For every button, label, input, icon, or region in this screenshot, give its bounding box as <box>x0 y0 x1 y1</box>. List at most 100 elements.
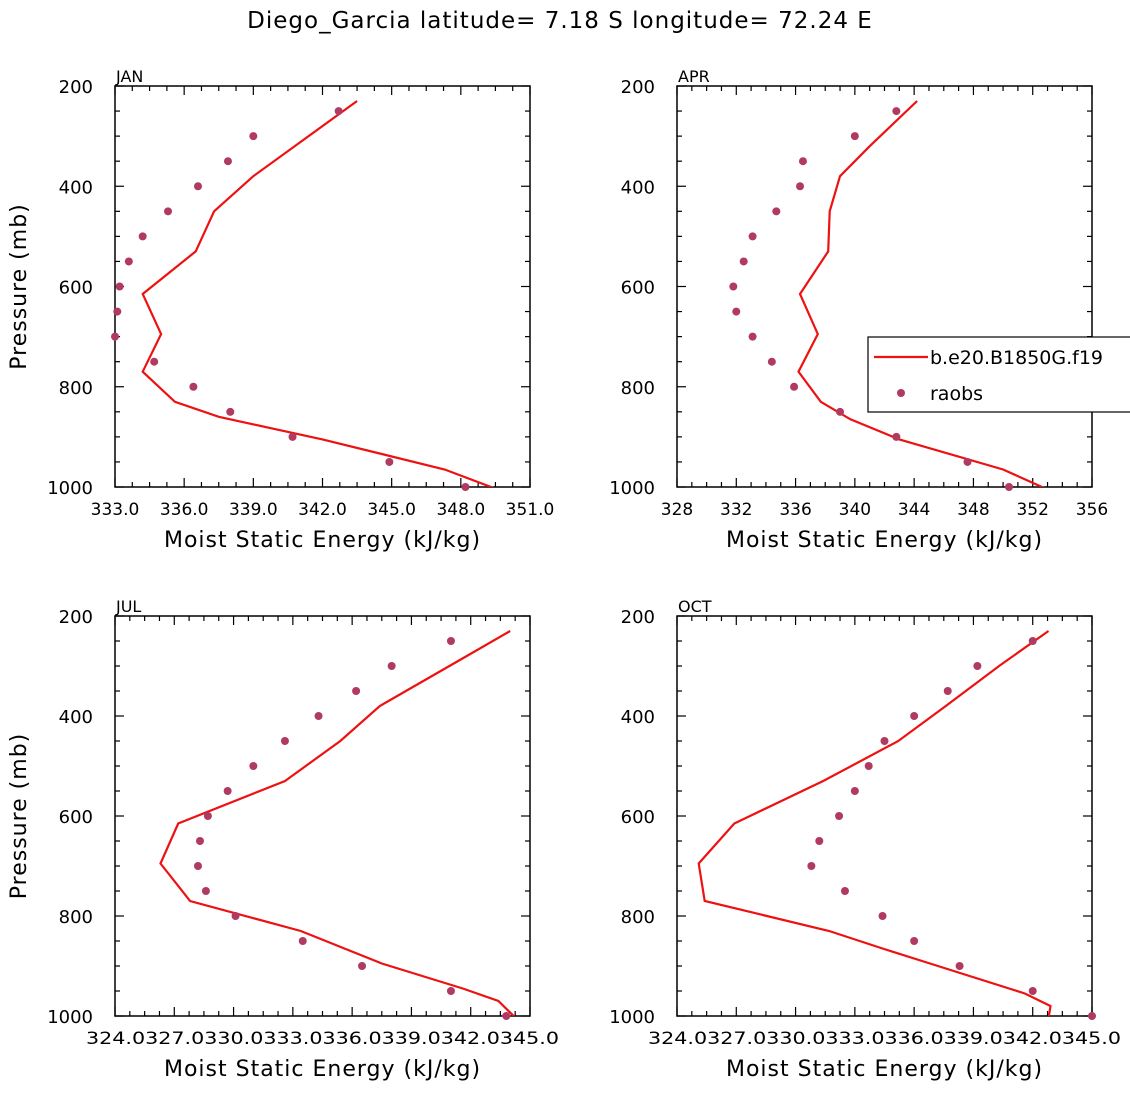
y-tick-label: 200 <box>59 607 93 628</box>
y-tick-label: 400 <box>621 177 655 198</box>
raobs-point <box>249 132 258 141</box>
raobs-point <box>461 483 470 491</box>
raobs-point <box>203 812 212 820</box>
series-group <box>159 630 516 1016</box>
raobs-point <box>910 937 919 945</box>
legend-model-label: b.e20.B1850G.f19 <box>930 347 1103 369</box>
raobs-point <box>798 157 807 166</box>
plot-frame <box>676 85 1093 488</box>
raobs-point <box>280 737 289 745</box>
raobs-point <box>201 887 210 895</box>
x-tick-label: 356 <box>1076 500 1108 520</box>
raobs-point <box>226 407 235 416</box>
x-axis-title: Moist Static Energy (kJ/kg) <box>726 1057 1043 1082</box>
x-tick-label: 348.0 <box>436 500 485 520</box>
raobs-point <box>314 712 323 720</box>
y-tick-label: 1000 <box>609 1007 655 1028</box>
raobs-point <box>1088 1012 1096 1020</box>
x-tick-label: 345.0 <box>367 500 416 520</box>
raobs-point <box>910 712 919 720</box>
y-tick-label: 1000 <box>47 478 93 499</box>
raobs-point <box>446 637 455 645</box>
raobs-point <box>748 232 757 241</box>
raobs-point <box>387 662 396 670</box>
panel-label: APR <box>678 67 710 86</box>
y-tick-label: 600 <box>621 807 655 828</box>
y-tick-label: 800 <box>621 907 655 928</box>
y-tick-label: 1000 <box>609 478 655 499</box>
panel-label: JUL <box>115 597 141 616</box>
raobs-point <box>973 662 982 670</box>
x-tick-label: 339.0 <box>229 500 278 520</box>
model-profile-line <box>797 100 1045 487</box>
x-tick-labels: 324.0327.0330.0333.0336.0339.0342.0345.0 <box>648 1029 1121 1049</box>
y-tick-label: 400 <box>59 177 93 198</box>
y-axis-title: Pressure (mb) <box>7 203 32 370</box>
legend-box <box>867 336 1130 413</box>
plot-frame <box>114 85 531 488</box>
raobs-point <box>850 787 859 795</box>
raobs-point <box>164 207 173 216</box>
raobs-point <box>840 887 849 895</box>
raobs-point <box>807 862 816 870</box>
x-tick-label: 351.0 <box>506 500 555 520</box>
raobs-point <box>111 332 119 341</box>
raobs-point <box>231 912 240 920</box>
raobs-point <box>732 307 741 316</box>
x-tick-label: 340 <box>839 500 871 520</box>
series-group <box>697 630 1052 1016</box>
raobs-point <box>729 282 738 291</box>
x-tick-label: 348 <box>957 500 989 520</box>
raobs-point <box>963 457 972 466</box>
raobs-point <box>194 182 202 191</box>
raobs-point <box>748 332 757 341</box>
raobs-point <box>189 382 198 391</box>
legend: b.e20.B1850G.f19 raobs <box>867 336 1130 413</box>
x-axis-title: Moist Static Energy (kJ/kg) <box>726 528 1043 553</box>
raobs-point <box>836 407 845 416</box>
legend-obs-label: raobs <box>930 383 983 405</box>
raobs-point <box>1028 987 1037 995</box>
raobs-point <box>446 987 455 995</box>
x-tick-label: 336.0 <box>160 500 209 520</box>
panel-jul: 200 400 600 800 1000324.0327.0330.0333.0336.… <box>7 597 559 1082</box>
x-tick-label: 333.0 <box>91 500 140 520</box>
raobs-point <box>502 1012 511 1020</box>
y-tick-label: 600 <box>621 278 655 299</box>
x-axis-title: Moist Static Energy (kJ/kg) <box>164 1057 481 1082</box>
y-tick-label: 200 <box>621 77 655 98</box>
raobs-point <box>815 837 824 845</box>
y-tick-label: 400 <box>59 707 93 728</box>
figure-title: Diego_Garcia latitude= 7.18 S longitude=… <box>247 8 873 34</box>
raobs-point <box>878 912 887 920</box>
raobs-point <box>1005 483 1013 491</box>
raobs-point <box>767 357 776 366</box>
panel-oct: 200 400 600 800 1000324.0327.0330.0333.0336.… <box>609 597 1121 1082</box>
plot-frame <box>114 615 531 1017</box>
raobs-point <box>195 837 204 845</box>
raobs-point <box>385 457 394 466</box>
legend-point-swatch <box>897 389 905 397</box>
y-tick-label: 400 <box>621 707 655 728</box>
raobs-point <box>955 962 964 970</box>
raobs-point <box>150 357 159 366</box>
raobs-point <box>739 257 748 266</box>
raobs-point <box>772 207 781 216</box>
raobs-point <box>943 687 952 695</box>
panel-apr: 200 400 600 800 1000 328 332 336 340 344 348 352 356… <box>609 67 1130 553</box>
raobs-point <box>288 432 297 441</box>
y-tick-label: 800 <box>59 378 93 399</box>
y-tick-label: 800 <box>59 907 93 928</box>
model-profile-line <box>159 630 516 1016</box>
raobs-point <box>194 862 202 870</box>
raobs-point <box>864 762 873 770</box>
y-axis-title: Pressure (mb) <box>7 733 32 900</box>
raobs-point <box>892 107 901 116</box>
y-tick-label: 600 <box>59 278 93 299</box>
y-tick-label: 200 <box>59 77 93 98</box>
raobs-point <box>298 937 307 945</box>
panel-label: JAN <box>115 67 143 86</box>
raobs-point <box>892 432 901 441</box>
